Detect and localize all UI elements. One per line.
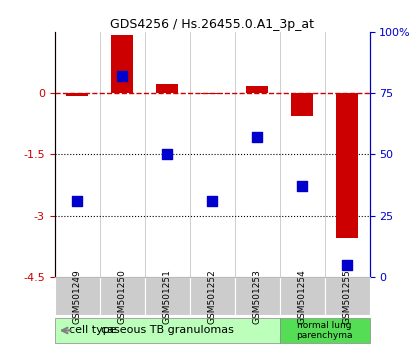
Text: normal lung
parenchyma: normal lung parenchyma [297, 321, 353, 340]
Point [254, 135, 260, 140]
FancyBboxPatch shape [280, 318, 370, 343]
Text: GSM501250: GSM501250 [118, 269, 126, 324]
Bar [201, 93, 223, 94]
FancyBboxPatch shape [100, 277, 144, 315]
Text: GSM501255: GSM501255 [343, 269, 352, 324]
Bar [66, 93, 88, 96]
Point [299, 183, 305, 189]
Text: GSM501252: GSM501252 [207, 269, 217, 324]
Text: GSM501253: GSM501253 [252, 269, 262, 324]
Bar [291, 93, 313, 116]
Text: GSM501249: GSM501249 [73, 269, 81, 324]
FancyBboxPatch shape [55, 277, 100, 315]
Bar [111, 35, 134, 93]
Point [74, 198, 81, 204]
FancyBboxPatch shape [325, 277, 370, 315]
FancyBboxPatch shape [144, 277, 189, 315]
FancyBboxPatch shape [55, 318, 280, 343]
Bar [156, 84, 178, 93]
FancyBboxPatch shape [189, 277, 235, 315]
FancyBboxPatch shape [235, 277, 280, 315]
Bar [336, 93, 358, 238]
Point [344, 262, 350, 268]
Point [164, 152, 171, 157]
Title: GDS4256 / Hs.26455.0.A1_3p_at: GDS4256 / Hs.26455.0.A1_3p_at [110, 18, 314, 31]
FancyBboxPatch shape [280, 277, 325, 315]
Text: GSM501254: GSM501254 [298, 269, 307, 324]
Point [209, 198, 215, 204]
Bar [246, 86, 268, 93]
Point [119, 73, 126, 79]
Text: GSM501251: GSM501251 [163, 269, 172, 324]
Text: caseous TB granulomas: caseous TB granulomas [101, 325, 234, 336]
Text: cell type: cell type [69, 325, 117, 336]
